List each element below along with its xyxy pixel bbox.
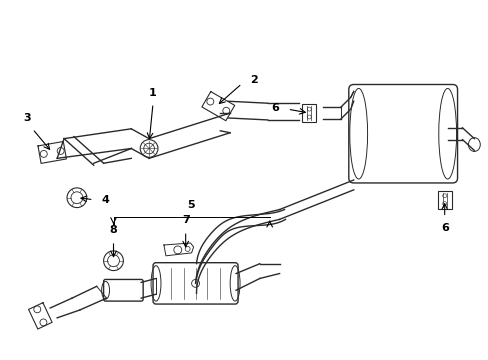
- Text: 5: 5: [186, 199, 194, 210]
- Text: 8: 8: [109, 225, 117, 235]
- Text: 3: 3: [23, 113, 31, 123]
- Text: 4: 4: [102, 195, 109, 205]
- Text: 6: 6: [271, 103, 279, 113]
- Text: 7: 7: [182, 215, 189, 225]
- Text: 1: 1: [149, 88, 157, 98]
- Text: 2: 2: [249, 75, 257, 85]
- Text: 6: 6: [440, 223, 447, 233]
